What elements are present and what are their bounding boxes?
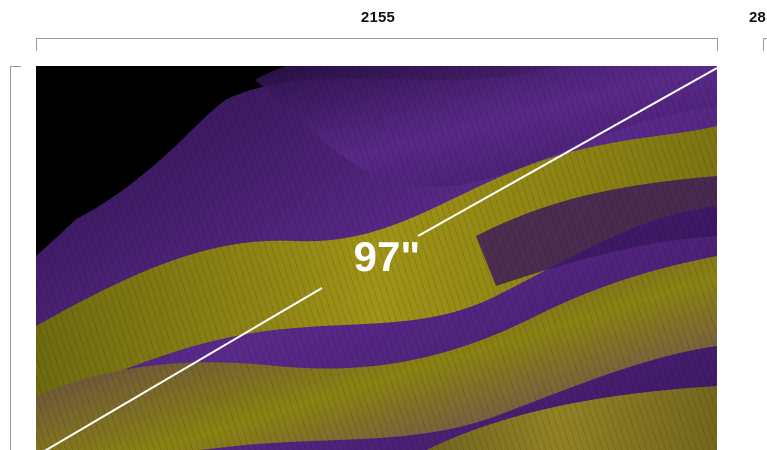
diagonal-size-label: 97" [353,233,421,280]
next-width-dimension-label: 28 [749,9,766,26]
abstract-flowing-waves-image [36,66,717,450]
diagonal-line-upper [417,67,717,237]
next-width-bracket [763,38,767,51]
diagonal-line-lower [44,287,323,450]
width-dimension-label: 2155 [360,9,396,26]
height-bracket [10,66,21,450]
tv-screen: 97" [36,66,717,450]
width-bracket [36,38,718,51]
